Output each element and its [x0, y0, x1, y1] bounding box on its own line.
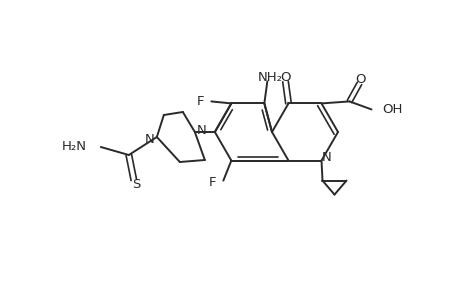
- Text: OH: OH: [382, 103, 402, 116]
- Text: H₂N: H₂N: [62, 140, 87, 152]
- Text: N: N: [321, 151, 330, 164]
- Text: O: O: [354, 74, 365, 86]
- Text: S: S: [131, 178, 140, 191]
- Text: F: F: [196, 95, 204, 108]
- Text: N: N: [196, 124, 206, 136]
- Text: N: N: [145, 133, 154, 146]
- Text: F: F: [208, 176, 216, 189]
- Text: O: O: [280, 71, 290, 84]
- Text: NH₂: NH₂: [257, 71, 282, 84]
